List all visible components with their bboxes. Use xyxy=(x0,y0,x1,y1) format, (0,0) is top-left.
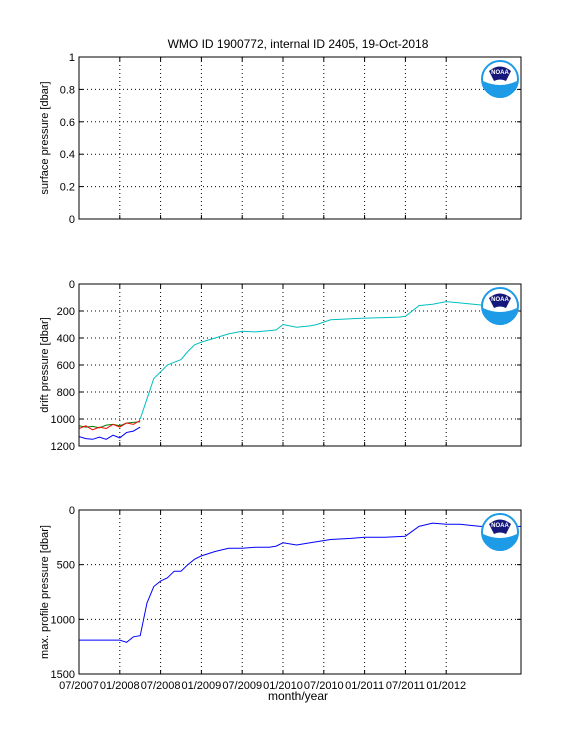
x-tick-label: 07/2010 xyxy=(304,680,344,692)
x-tick-label: 07/2007 xyxy=(59,680,99,692)
series-line-1 xyxy=(79,426,141,440)
x-tick-label: 01/2008 xyxy=(100,680,140,692)
y-tick-label: 200 xyxy=(57,306,75,318)
logo-water xyxy=(483,534,517,551)
logo-text: NOAA xyxy=(491,297,509,303)
logo-bird xyxy=(489,519,511,534)
logo-bird xyxy=(489,66,511,81)
y-tick-label: 1000 xyxy=(51,614,75,626)
y-axis-label: drift pressure [dbar] xyxy=(39,317,51,412)
x-tick-label: 01/2009 xyxy=(182,680,222,692)
logo-water xyxy=(483,81,517,98)
y-tick-label: 400 xyxy=(57,333,75,345)
x-tick-label: 07/2011 xyxy=(386,680,425,692)
logo-water xyxy=(483,308,517,325)
chart-panel-2: 0 200 400 600 800 1000 1200 drift pressure [dba… xyxy=(39,279,522,453)
y-tick-label: 0.4 xyxy=(60,149,75,161)
series-line-3 xyxy=(79,419,141,431)
y-tick-label: 800 xyxy=(57,387,75,399)
y-axis-label: surface pressure [dbar] xyxy=(39,81,51,194)
y-tick-label: 1 xyxy=(69,52,75,64)
noaa-logo: NOAA xyxy=(481,513,519,551)
x-tick-label: 07/2008 xyxy=(141,680,181,692)
y-axis-label: max. profile pressure [dbar] xyxy=(39,525,51,659)
series-line-1 xyxy=(79,522,521,643)
x-tick-label: 01/2011 xyxy=(345,680,384,692)
y-tick-label: 0.2 xyxy=(60,182,75,194)
series-line-2 xyxy=(79,421,141,429)
logo-text: NOAA xyxy=(491,523,509,529)
x-tick-label: 01/2012 xyxy=(426,680,466,692)
logo-bird xyxy=(489,293,511,308)
y-tick-label: 600 xyxy=(57,360,75,372)
logo-text: NOAA xyxy=(491,70,509,76)
y-tick-label: 0 xyxy=(69,279,75,291)
figure-title: WMO ID 1900772, internal ID 2405, 19-Oct… xyxy=(168,37,429,51)
y-tick-label: 1500 xyxy=(51,669,75,681)
y-tick-label: 1000 xyxy=(51,414,75,426)
x-tick-label: 01/2010 xyxy=(263,680,303,692)
chart-panel-1: 0 0.2 0.4 0.6 0.8 1 surface pressure [dbar] NOA… xyxy=(39,52,522,226)
series-line-4 xyxy=(139,301,501,420)
noaa-logo: NOAA xyxy=(481,60,519,98)
noaa-logo: NOAA xyxy=(481,287,519,325)
y-tick-label: 0.6 xyxy=(60,117,75,129)
y-tick-label: 0 xyxy=(69,214,75,226)
x-tick-label: 07/2009 xyxy=(222,680,262,692)
y-tick-label: 500 xyxy=(57,560,75,572)
y-tick-label: 0.8 xyxy=(60,84,75,96)
x-axis-label: month/year xyxy=(268,689,328,703)
axes-frame xyxy=(78,509,522,675)
axes-frame xyxy=(78,56,522,220)
y-tick-label: 0 xyxy=(69,505,75,517)
y-tick-label: 1200 xyxy=(51,441,75,453)
